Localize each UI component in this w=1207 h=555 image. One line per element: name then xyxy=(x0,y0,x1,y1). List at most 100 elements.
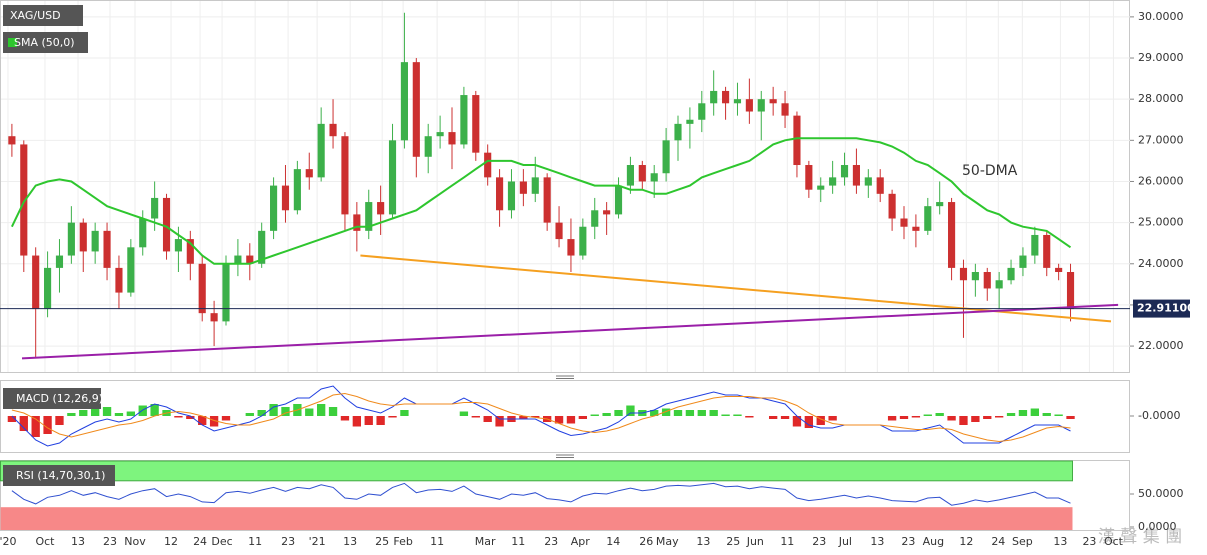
candle-body xyxy=(103,230,111,268)
x-tick-label: Nov xyxy=(124,535,146,548)
candle-body xyxy=(317,123,325,178)
macd-bar xyxy=(198,416,207,425)
candle-body xyxy=(186,239,194,264)
candle-body xyxy=(270,185,278,231)
candle-body xyxy=(567,239,575,256)
x-tick-label: 12 xyxy=(164,535,178,548)
macd-bar xyxy=(1006,413,1016,416)
x-tick-label: 13 xyxy=(1053,535,1067,548)
macd-bar xyxy=(566,416,576,424)
candle-body xyxy=(971,272,979,281)
candle-body xyxy=(448,132,456,145)
candle-body xyxy=(543,177,551,223)
x-tick-label: 11 xyxy=(780,535,794,548)
macd-bar xyxy=(257,410,266,416)
macd-bar xyxy=(804,416,814,428)
macd-bar xyxy=(959,416,968,425)
trendline xyxy=(21,303,1119,360)
macd-bar xyxy=(471,416,480,418)
y-tick-label: 25.0000 xyxy=(1138,216,1184,229)
macd-bar xyxy=(602,413,611,416)
x-tick-label: May xyxy=(656,535,679,548)
indicator-swatch xyxy=(8,38,17,47)
signal-line xyxy=(11,392,1071,443)
x-tick-label: 24 xyxy=(991,535,1005,548)
macd-bar xyxy=(828,416,837,421)
candle-body xyxy=(793,115,801,166)
macd-bar xyxy=(590,414,599,416)
candle-body xyxy=(876,177,884,194)
x-tick-label: 23 xyxy=(812,535,826,548)
candle-body xyxy=(20,144,28,256)
x-tick-label: Jun xyxy=(746,535,764,548)
y-tick-label: 29.0000 xyxy=(1138,51,1184,64)
x-tick-label: 13 xyxy=(870,535,884,548)
y-tick-label: 0.0000 xyxy=(1138,520,1177,533)
panel-handle[interactable] xyxy=(556,375,574,379)
x-tick-label: 11 xyxy=(248,535,262,548)
candle-body xyxy=(67,222,75,256)
macd-bar xyxy=(79,410,88,416)
candle-body xyxy=(829,177,837,186)
x-tick-label: 25 xyxy=(375,535,389,548)
macd-bar xyxy=(55,416,64,425)
candle-body xyxy=(864,177,872,186)
x-tick-label: Feb xyxy=(393,535,412,548)
candle-body xyxy=(222,263,230,322)
macd-bar xyxy=(102,407,112,416)
candle-body xyxy=(995,280,1003,289)
macd-bar xyxy=(305,408,314,416)
candle-body xyxy=(1019,255,1027,268)
candle-body xyxy=(733,99,742,104)
candle-body xyxy=(460,95,468,145)
candle-body xyxy=(305,169,313,178)
macd-bar xyxy=(768,416,778,419)
x-tick-label: 14 xyxy=(606,535,620,548)
candle-body xyxy=(1007,267,1015,281)
panel-handle[interactable] xyxy=(556,454,574,458)
rsi-label: RSI (14,70,30,1) xyxy=(16,469,105,482)
macd-bar xyxy=(352,416,362,427)
macd-bar xyxy=(887,416,897,421)
candle-body xyxy=(1043,234,1051,268)
grid xyxy=(0,1,1134,530)
candle-body xyxy=(507,181,516,211)
candle-body xyxy=(329,123,337,137)
oversold-zone xyxy=(0,507,1073,530)
macd-bar xyxy=(1042,413,1051,416)
x-tick-label: 13 xyxy=(71,535,85,548)
last-price-label: 22.91100 xyxy=(1137,302,1195,315)
macd-bar xyxy=(745,416,754,418)
x-tick-label: 12 xyxy=(959,535,973,548)
candle-body xyxy=(769,99,777,104)
indicator-box xyxy=(3,32,88,53)
candle-body xyxy=(555,222,563,240)
candle-body xyxy=(698,103,706,120)
macd-bar xyxy=(971,416,980,422)
x-tick-label: 25 xyxy=(726,535,740,548)
symbol-label: XAG/USD xyxy=(10,9,61,22)
candle-body xyxy=(579,226,587,256)
macd-bar xyxy=(697,410,706,416)
x-tick-label: 23 xyxy=(544,535,558,548)
macd-bar xyxy=(138,405,147,416)
macd-bar xyxy=(150,404,159,416)
macd-line xyxy=(11,385,1071,447)
x-tick-label: 26 xyxy=(639,535,653,548)
candle-body xyxy=(174,239,182,252)
candle-body xyxy=(162,197,171,252)
macd-bar xyxy=(792,416,802,427)
macd-bar xyxy=(614,410,623,416)
candle-body xyxy=(341,136,349,215)
rsi-box xyxy=(3,465,115,486)
candle-body xyxy=(531,177,539,194)
x-tick-label: Sep xyxy=(1012,535,1033,548)
x-tick-label: 13 xyxy=(343,535,357,548)
candle-body xyxy=(745,99,753,112)
x-tick-label: Mar xyxy=(475,535,496,548)
last-price-box xyxy=(1133,299,1190,318)
candle-body xyxy=(412,62,420,157)
candle-body xyxy=(710,90,718,104)
candle-body xyxy=(936,202,944,207)
